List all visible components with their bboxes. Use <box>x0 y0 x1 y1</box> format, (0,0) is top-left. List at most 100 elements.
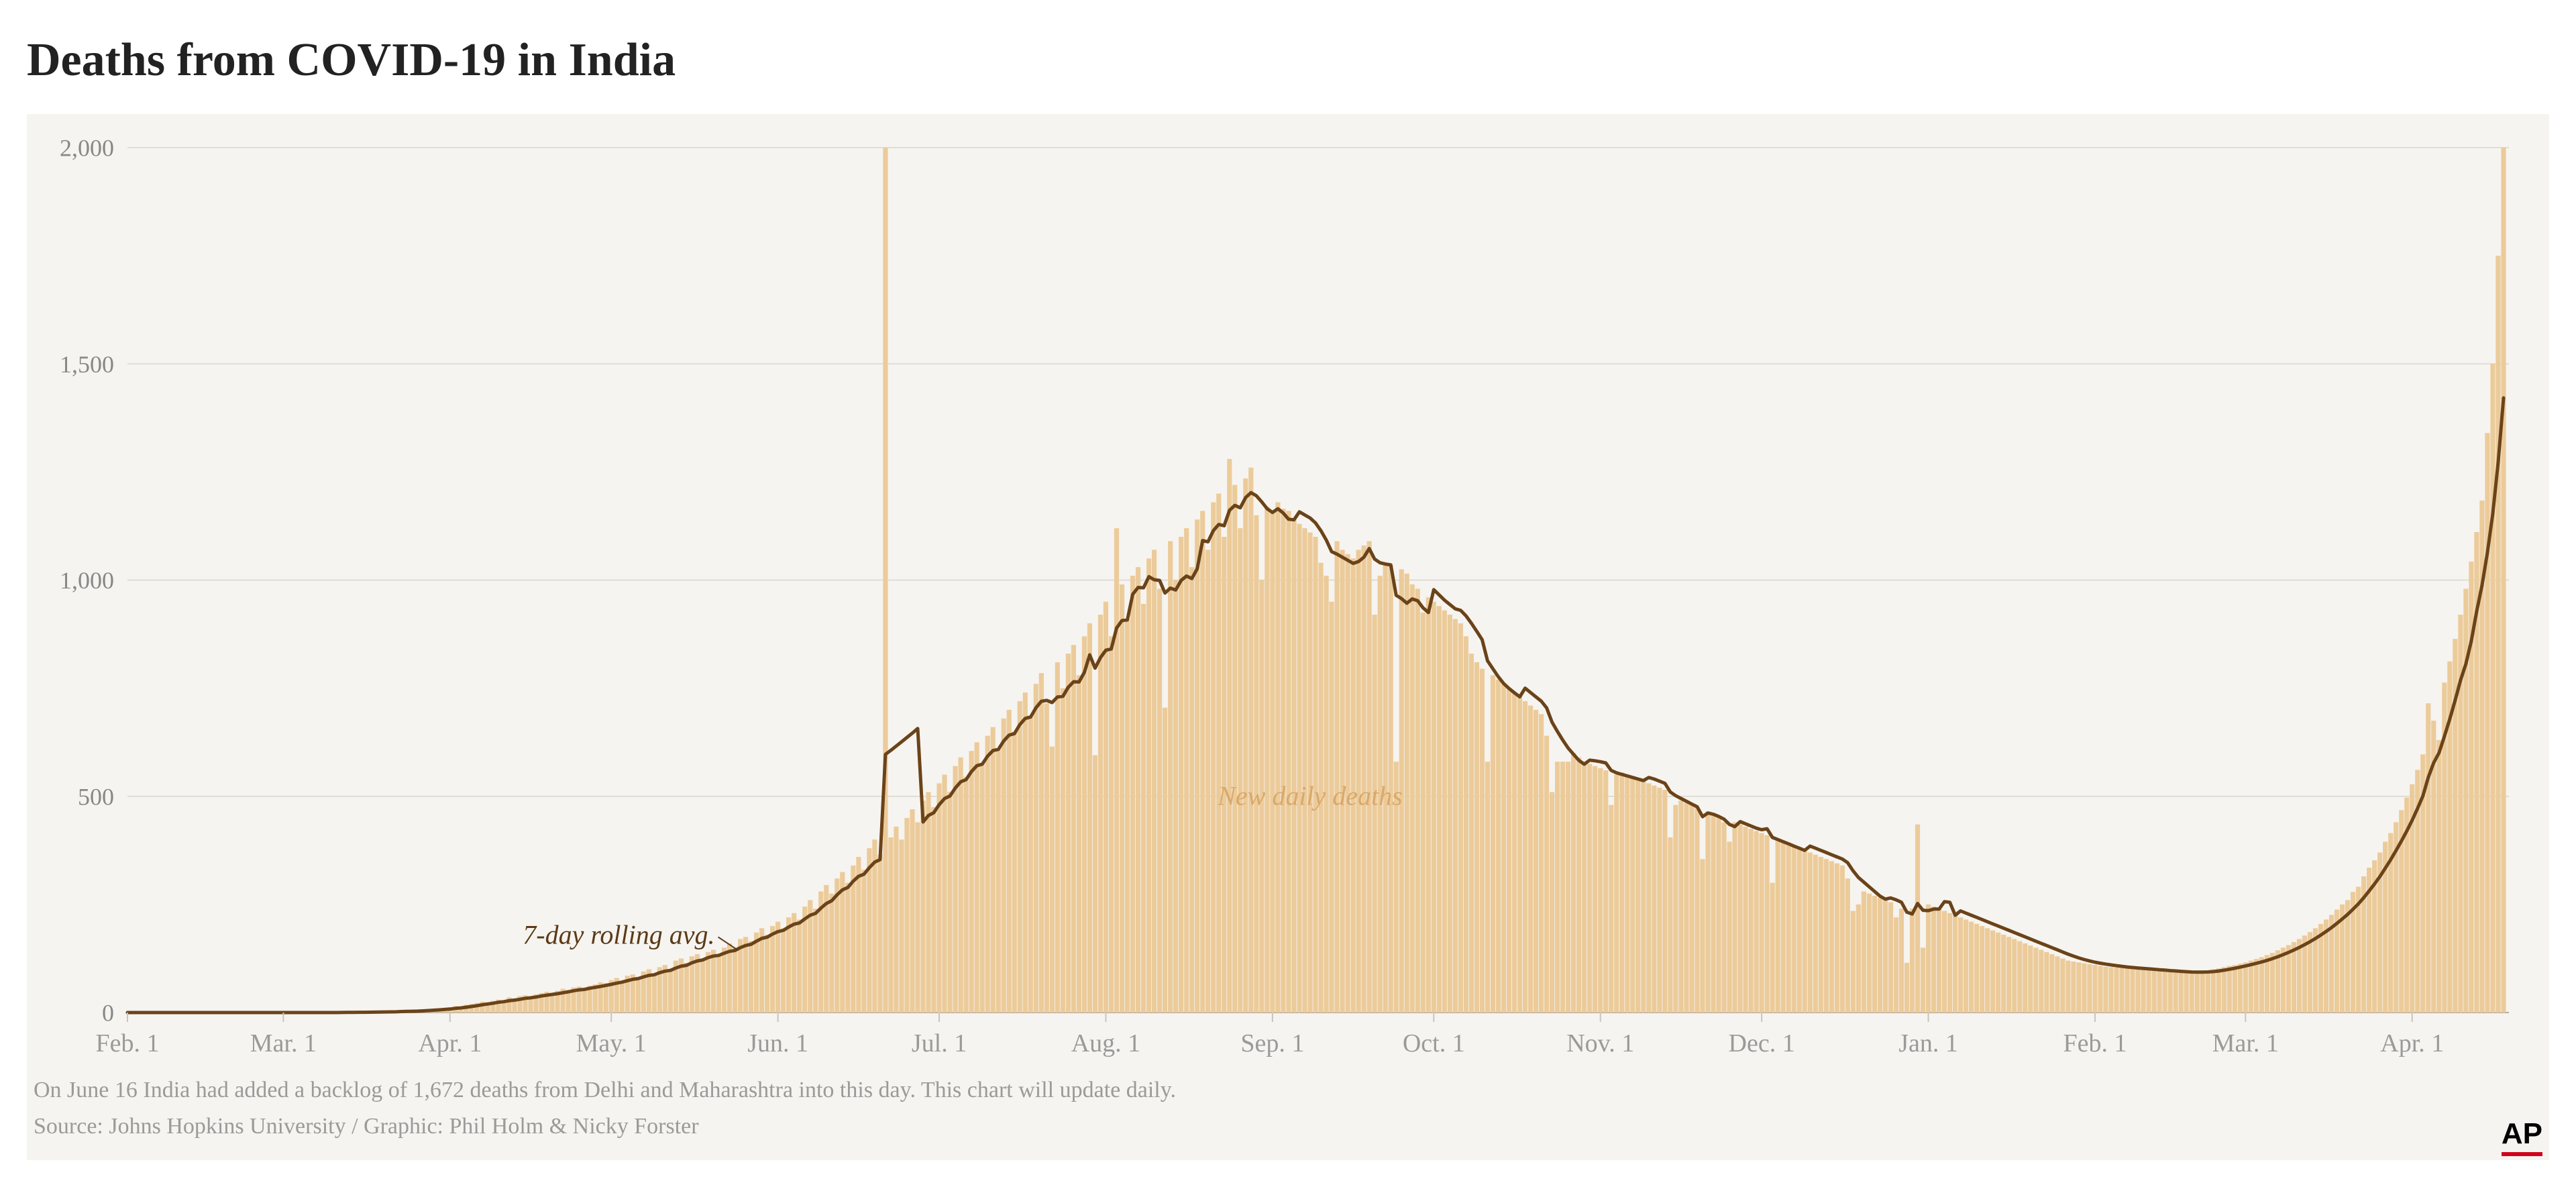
bar-daily-deaths <box>980 764 985 1013</box>
bar-daily-deaths <box>1093 756 1097 1013</box>
bar-daily-deaths <box>2082 964 2086 1013</box>
bar-daily-deaths <box>1023 692 1028 1013</box>
bar-daily-deaths <box>1743 827 1748 1013</box>
bar-daily-deaths <box>1732 822 1737 1013</box>
bar-daily-deaths <box>2195 972 2200 1013</box>
bar-daily-deaths <box>942 775 947 1013</box>
bar-daily-deaths <box>2001 935 2006 1013</box>
bar-daily-deaths <box>1781 841 1786 1013</box>
bar-daily-deaths <box>915 822 920 1013</box>
bar-daily-deaths <box>1958 917 1963 1013</box>
bar-daily-deaths <box>1878 898 1882 1013</box>
bar-daily-deaths <box>727 943 732 1013</box>
bar-daily-deaths <box>652 974 657 1013</box>
bar-daily-deaths <box>2033 947 2038 1013</box>
bar-daily-deaths <box>2135 970 2140 1013</box>
bar-daily-deaths <box>2211 970 2216 1013</box>
bar-daily-deaths <box>883 148 888 1013</box>
bar-daily-deaths <box>1716 816 1721 1013</box>
bar-daily-deaths <box>1754 831 1759 1013</box>
bar-daily-deaths <box>1668 837 1672 1013</box>
bar-daily-deaths <box>1921 947 1925 1013</box>
bar-daily-deaths <box>2060 958 2065 1013</box>
bar-daily-deaths <box>1630 777 1635 1013</box>
bar-daily-deaths <box>2485 433 2489 1013</box>
bar-daily-deaths <box>1974 924 1979 1013</box>
bar-daily-deaths <box>1061 688 1065 1013</box>
bar-daily-deaths <box>1415 588 1420 1013</box>
x-tick-label: Feb. 1 <box>96 1029 160 1057</box>
bar-daily-deaths <box>2174 972 2178 1013</box>
bar-daily-deaths <box>2065 961 2070 1013</box>
bar-daily-deaths <box>1437 606 1442 1013</box>
x-tick-label: Jan. 1 <box>1898 1029 1958 1057</box>
bar-daily-deaths <box>1442 611 1447 1013</box>
bar-daily-deaths <box>1700 859 1705 1013</box>
bar-daily-deaths <box>920 801 925 1013</box>
bar-daily-deaths <box>1748 829 1753 1013</box>
bar-daily-deaths <box>2426 703 2430 1013</box>
bar-daily-deaths <box>1904 963 1909 1013</box>
y-tick-label: 1,000 <box>60 567 114 594</box>
bar-daily-deaths <box>1265 507 1269 1013</box>
x-tick-label: Dec. 1 <box>1729 1029 1795 1057</box>
bar-daily-deaths <box>1845 878 1850 1013</box>
bar-daily-deaths <box>1641 781 1646 1013</box>
bar-daily-deaths <box>1625 775 1629 1013</box>
bar-daily-deaths <box>1464 636 1468 1013</box>
bar-daily-deaths <box>904 818 909 1013</box>
bar-daily-deaths <box>1985 928 1990 1013</box>
bar-daily-deaths <box>1737 825 1742 1013</box>
bar-daily-deaths <box>996 749 1001 1013</box>
bar-daily-deaths <box>604 983 608 1013</box>
bar-daily-deaths <box>2006 937 2011 1013</box>
bar-daily-deaths <box>861 870 866 1013</box>
bar-daily-deaths <box>1947 913 1952 1013</box>
bar-daily-deaths <box>1894 917 1898 1013</box>
bar-daily-deaths <box>1990 931 1995 1013</box>
ap-logo: AP <box>2502 1117 2542 1156</box>
bar-daily-deaths <box>1179 537 1183 1013</box>
bar-daily-deaths <box>770 926 775 1013</box>
bar-daily-deaths <box>1071 645 1076 1013</box>
bar-daily-deaths <box>1184 528 1189 1013</box>
bar-daily-deaths <box>1657 788 1662 1013</box>
x-tick-label: Apr. 1 <box>418 1029 482 1057</box>
bar-daily-deaths <box>1307 533 1312 1013</box>
bar-daily-deaths <box>1808 853 1813 1013</box>
bar-daily-deaths <box>1856 905 1861 1013</box>
bar-daily-deaths <box>1044 703 1049 1013</box>
bar-daily-deaths <box>1410 584 1415 1013</box>
bar-daily-deaths <box>926 792 930 1013</box>
bar-daily-deaths <box>2501 148 2506 1013</box>
ap-logo-text: AP <box>2502 1117 2542 1151</box>
bar-daily-deaths <box>1082 636 1087 1013</box>
bar-daily-deaths <box>1491 675 1495 1013</box>
bar-daily-deaths <box>1550 792 1554 1013</box>
bar-daily-deaths <box>722 947 727 1013</box>
bar-daily-deaths <box>1652 786 1656 1013</box>
bar-daily-deaths <box>2023 943 2027 1013</box>
daily-deaths-label: New daily deaths <box>1217 781 1403 811</box>
bar-daily-deaths <box>953 766 957 1013</box>
bar-daily-deaths <box>2270 953 2275 1013</box>
bar-daily-deaths <box>1275 502 1280 1013</box>
bar-daily-deaths <box>1216 494 1221 1013</box>
bar-daily-deaths <box>888 837 893 1013</box>
bar-daily-deaths <box>1286 511 1291 1013</box>
bar-daily-deaths <box>1087 623 1092 1013</box>
bar-daily-deaths <box>797 919 802 1013</box>
bar-daily-deaths <box>582 988 587 1013</box>
bar-daily-deaths <box>1662 790 1667 1013</box>
bar-daily-deaths <box>2017 941 2022 1013</box>
bar-daily-deaths <box>1157 588 1162 1013</box>
x-tick-label: Jun. 1 <box>747 1029 808 1057</box>
bar-daily-deaths <box>2190 973 2194 1013</box>
bar-daily-deaths <box>2039 950 2043 1013</box>
bar-daily-deaths <box>975 742 979 1013</box>
bar-daily-deaths <box>1281 509 1285 1013</box>
bar-daily-deaths <box>2254 959 2259 1013</box>
bar-daily-deaths <box>1619 772 1624 1013</box>
bar-daily-deaths <box>733 947 737 1013</box>
y-tick-label: 2,000 <box>60 135 114 162</box>
